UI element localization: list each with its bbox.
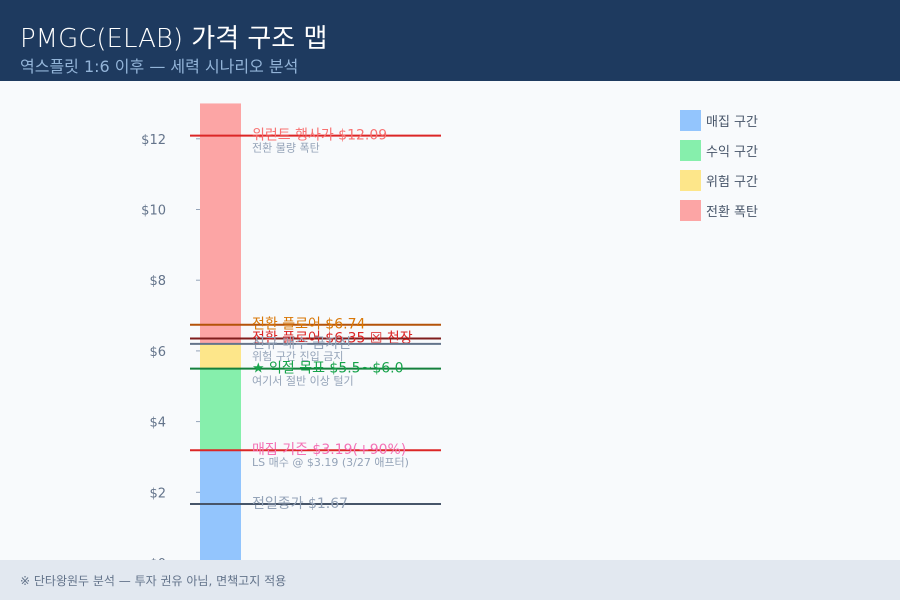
legend-item-2: 수익 구간 xyxy=(680,139,758,161)
legend-swatch-2 xyxy=(680,139,701,161)
price-level-label-7: 전일종가 $1.67 xyxy=(252,496,348,512)
y-tick-label-4: $8 xyxy=(149,274,166,289)
price-level-label-4: 신규 매수 금지선 xyxy=(252,336,351,352)
y-tick-label-5: $10 xyxy=(141,204,166,219)
legend-item-4: 전환 폭탄 xyxy=(680,199,758,221)
legend-label-3: 위험 구간 xyxy=(706,174,758,190)
price-level-label-3: 전환 플로어 $6.35 ☒ 천장 xyxy=(252,331,413,347)
price-level-label-6: 매집 기준 $3.19(+90%) xyxy=(252,442,406,458)
legend-swatch-3 xyxy=(680,169,701,191)
legend-swatch-4 xyxy=(680,199,701,221)
price-level-sublabel-4: 위험 구간 진입 금지 xyxy=(252,350,343,363)
y-tick-label-3: $6 xyxy=(149,345,166,360)
legend-label-4: 전환 폭탄 xyxy=(706,204,758,220)
legend-label-1: 매집 구간 xyxy=(706,114,758,130)
y-tick-label-2: $4 xyxy=(149,416,166,431)
price-level-label-1: 워런트 행사가 $12.09 xyxy=(252,128,387,144)
page-subtitle: 역스플릿 1:6 이후 — 세력 시나리오 분석 xyxy=(20,57,299,76)
zone-bar-3 xyxy=(200,343,241,369)
legend-label-2: 수익 구간 xyxy=(706,144,758,160)
y-tick-label-1: $2 xyxy=(149,486,166,501)
zone-bar-2 xyxy=(200,368,241,450)
y-tick-label-6: $12 xyxy=(141,133,166,148)
page-title: PMGC(ELAB) 가격 구조 맵 xyxy=(20,24,328,54)
zone-bar-4 xyxy=(200,103,241,344)
price-level-label-5: ★ 익절 목표 $5.5~$6.0 xyxy=(252,361,404,377)
legend-item-3: 위험 구간 xyxy=(680,169,758,191)
y-tick-label-0: $0 xyxy=(149,557,166,560)
footer: ※ 단타왕원두 분석 — 투자 권유 아님, 면책고지 적용 xyxy=(0,560,900,600)
price-level-sublabel-5: 여기서 절반 이상 털기 xyxy=(252,375,354,388)
price-level-sublabel-1: 전환 물량 폭탄 xyxy=(252,142,320,155)
legend-swatch-1 xyxy=(680,109,701,131)
header: PMGC(ELAB) 가격 구조 맵 역스플릿 1:6 이후 — 세력 시나리오… xyxy=(0,0,900,81)
price-level-label-2: 전환 플로어 $6.74 xyxy=(252,317,365,333)
legend-item-1: 매집 구간 xyxy=(680,109,758,131)
price-level-sublabel-6: LS 매수 @ $3.19 (3/27 애프터) xyxy=(252,456,409,469)
disclaimer-note: ※ 단타왕원두 분석 — 투자 권유 아님, 면책고지 적용 xyxy=(20,574,287,588)
